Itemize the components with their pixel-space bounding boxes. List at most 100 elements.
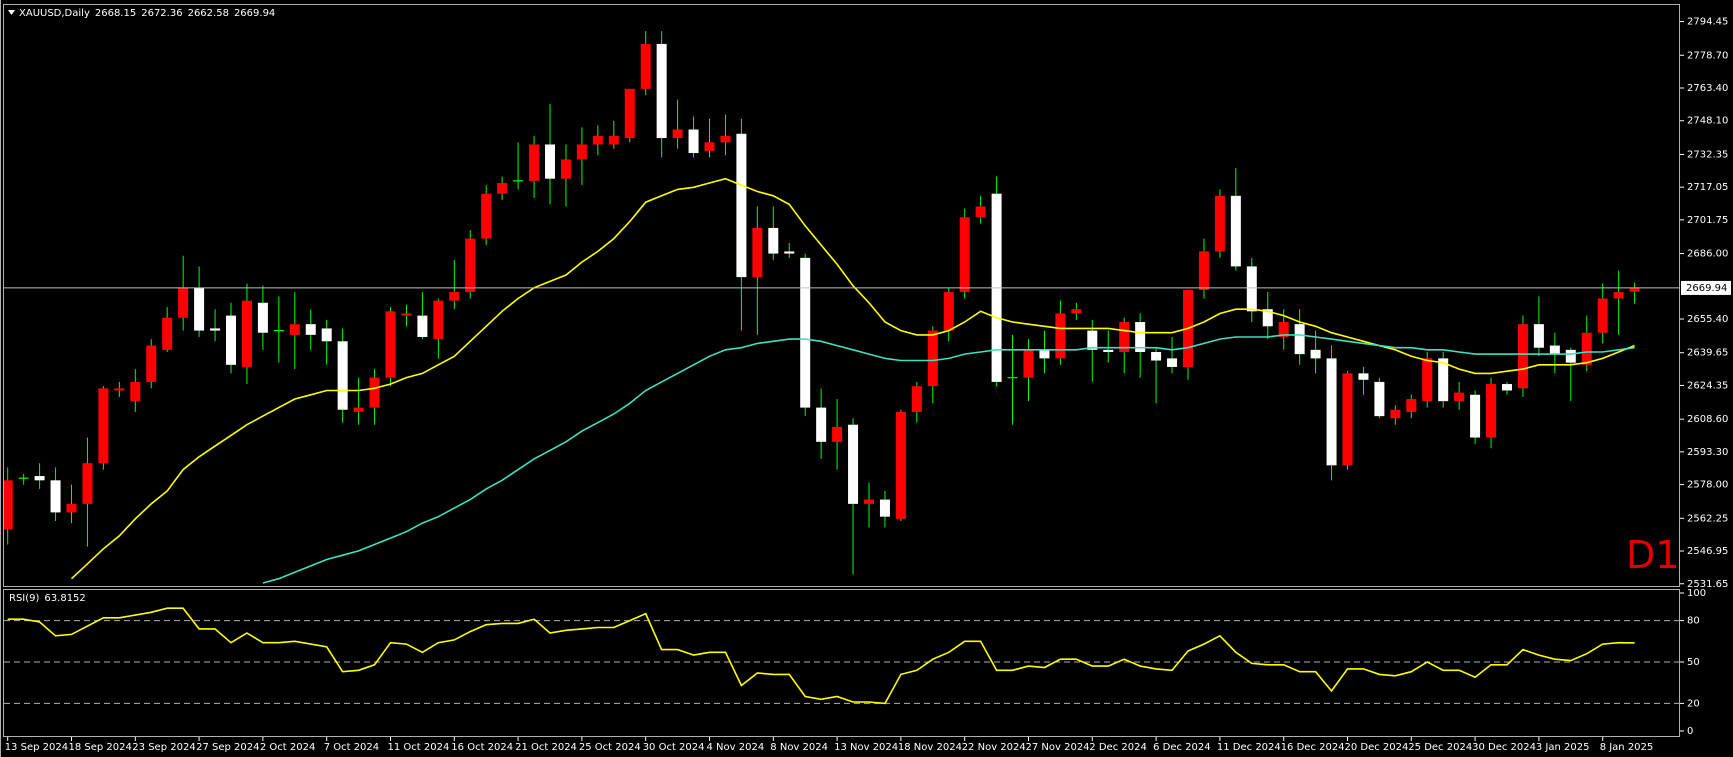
- bull-candle-body: [401, 313, 412, 316]
- rsi-last-value: 63.8152: [44, 593, 85, 604]
- chart-header: XAUUSD,Daily 2668.15 2672.36 2662.58 2669.94: [19, 8, 275, 19]
- bear-candle-body: [1565, 349, 1576, 363]
- bear-candle-body: [1262, 309, 1273, 327]
- bear-candle-body: [34, 476, 45, 481]
- bull-candle-body: [130, 381, 141, 402]
- last-open: 2668.15: [95, 8, 136, 19]
- bull-candle-body: [66, 503, 77, 513]
- bear-candle-body: [210, 328, 221, 331]
- bear-candle-body: [736, 133, 747, 278]
- bull-candle-body: [82, 463, 93, 504]
- bear-candle-body: [545, 144, 555, 179]
- bull-candle-body: [959, 217, 970, 293]
- bear-candle-body: [1533, 324, 1544, 348]
- symbol-title: XAUUSD,Daily: [19, 8, 90, 19]
- moving-average: [262, 334, 1635, 584]
- menu-arrow[interactable]: [8, 10, 15, 15]
- bull-candle-body: [1486, 384, 1497, 438]
- bear-candle-body: [305, 324, 316, 335]
- bull-candle-body: [529, 144, 540, 181]
- y-tick-label: 2655.40: [1687, 314, 1728, 325]
- bear-candle-body: [1294, 324, 1305, 355]
- bull-candle-body: [560, 159, 571, 179]
- bear-candle-body: [688, 129, 699, 154]
- y-tick-label: 0: [1687, 726, 1693, 737]
- bull-candle-body: [162, 317, 173, 350]
- last-low: 2662.58: [188, 8, 229, 19]
- bear-candle-body: [816, 407, 827, 442]
- bull-candle-body: [608, 135, 619, 145]
- x-tick-label: 30 Dec 2024: [1472, 742, 1536, 753]
- bull-candle-body: [672, 129, 683, 139]
- y-tick-label: 20: [1687, 698, 1700, 709]
- bull-candle-body: [1629, 287, 1640, 292]
- bear-candle-body: [1358, 373, 1369, 380]
- bear-candle-body: [800, 257, 811, 408]
- rsi-title: RSI(9): [9, 593, 40, 604]
- y-tick-label: 2763.40: [1687, 83, 1728, 94]
- x-tick-label: 11 Dec 2024: [1217, 742, 1281, 753]
- bull-candle-body: [98, 388, 109, 464]
- bull-candle-body: [864, 499, 874, 504]
- bull-candle-body: [178, 287, 189, 318]
- bull-candle-body: [481, 193, 492, 239]
- x-tick-label: 30 Oct 2024: [643, 742, 705, 753]
- bear-candle-body: [784, 251, 795, 254]
- bear-candle-body: [1502, 384, 1512, 391]
- bull-candle-body: [1517, 324, 1528, 389]
- bull-candle-body: [241, 300, 252, 367]
- x-tick-label: 20 Dec 2024: [1345, 742, 1409, 753]
- x-tick-label: 21 Oct 2024: [515, 742, 577, 753]
- candles: [4, 31, 1640, 575]
- x-tick-label: 8 Jan 2025: [1600, 742, 1654, 753]
- rsi-header: RSI(9) 63.8152: [9, 593, 86, 604]
- y-tick-label: 2624.35: [1687, 380, 1728, 391]
- y-tick-label: 50: [1687, 657, 1700, 668]
- x-tick-label: 11 Oct 2024: [388, 742, 450, 753]
- moving-average-group: [262, 334, 1635, 584]
- y-tick-label: 2748.10: [1687, 116, 1728, 127]
- bear-candle-body: [1103, 349, 1114, 352]
- bear-candle-body: [1470, 394, 1481, 438]
- y-tick-label: 2593.30: [1687, 447, 1728, 458]
- bear-candle-body: [1246, 266, 1257, 312]
- bull-candle-body: [369, 377, 380, 408]
- bear-candle-body: [1549, 345, 1560, 355]
- y-tick-label: 2562.25: [1687, 513, 1728, 524]
- bear-candle-body: [1374, 381, 1385, 417]
- x-tick-label: 16 Dec 2024: [1281, 742, 1345, 753]
- y-tick-label: 80: [1687, 616, 1700, 627]
- x-tick-label: 6 Dec 2024: [1153, 742, 1211, 753]
- current-price-label: 2669.94: [1686, 283, 1727, 294]
- bull-candle-body: [449, 292, 460, 301]
- bull-candle-body: [1071, 309, 1082, 314]
- bull-candle-body: [1278, 322, 1289, 337]
- bear-candle-body: [337, 341, 348, 410]
- bull-candle-body: [1422, 358, 1433, 402]
- rsi-panel-frame: [3, 589, 1680, 737]
- bull-candle-body: [592, 135, 603, 145]
- current-price-tag: [1681, 280, 1731, 295]
- x-tick-label: 13 Sep 2024: [5, 742, 68, 753]
- bull-candle-body: [289, 324, 300, 335]
- bear-candle-body: [321, 328, 332, 342]
- bull-candle-body: [353, 407, 364, 412]
- rsi-line-group: [7, 607, 1635, 705]
- bull-candle-body: [497, 182, 508, 194]
- bull-candle-body: [975, 206, 986, 218]
- y-tick-label: 2578.00: [1687, 480, 1728, 491]
- bull-candle-body: [704, 142, 715, 151]
- bull-candle-body: [752, 227, 763, 278]
- bear-candle-body: [1087, 330, 1098, 350]
- bear-candle-body: [1230, 195, 1241, 267]
- bear-candle-body: [656, 43, 667, 139]
- bull-candle-body: [895, 411, 906, 519]
- y-tick-label: 2608.60: [1687, 414, 1728, 425]
- x-tick-label: 2 Oct 2024: [260, 742, 315, 753]
- y-tick-label: 2546.95: [1687, 546, 1728, 557]
- x-tick-label: 25 Dec 2024: [1408, 742, 1472, 753]
- bull-candle-body: [1613, 292, 1624, 299]
- bull-candle-body: [576, 144, 587, 160]
- bull-candle-body: [114, 388, 125, 391]
